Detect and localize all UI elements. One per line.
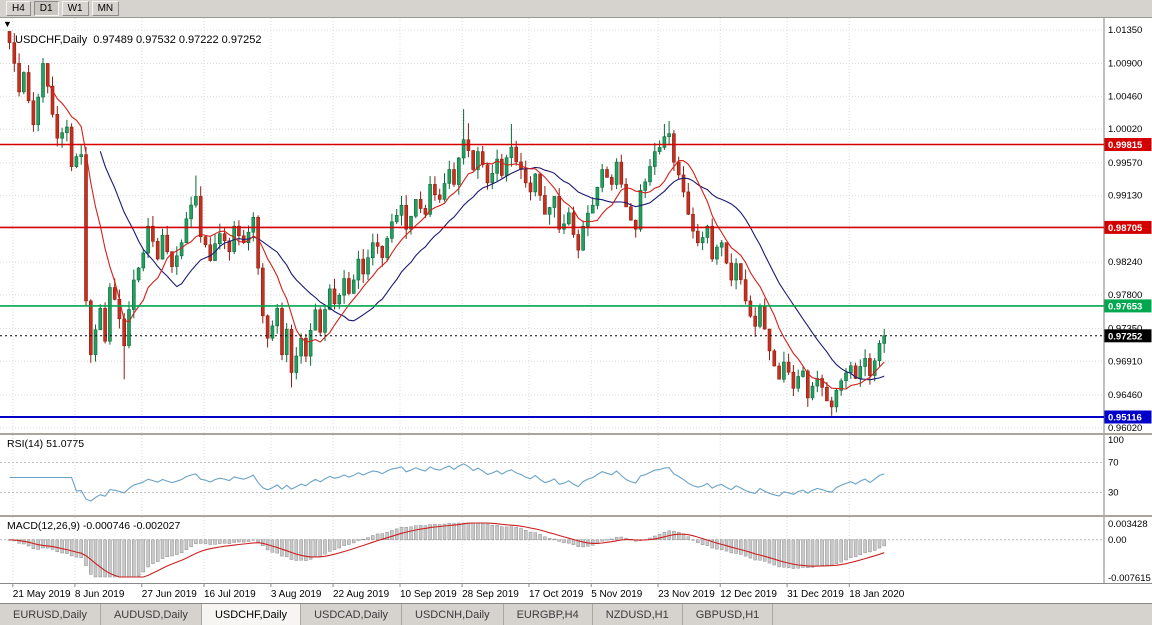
chart-tab-gbpusd[interactable]: GBPUSD,H1: [683, 604, 774, 625]
svg-text:16 Jul 2019: 16 Jul 2019: [204, 589, 256, 600]
svg-text:70: 70: [1108, 458, 1119, 469]
panel-splitter[interactable]: [0, 515, 1152, 517]
svg-text:0.97800: 0.97800: [1108, 290, 1142, 301]
macd-panel[interactable]: 0.003428 0.00 -0.007615 MACD(12,26,9) -0.0…: [0, 517, 1152, 583]
svg-text:30: 30: [1108, 488, 1119, 499]
chart-tab-eurusd[interactable]: EURUSD,Daily: [0, 604, 101, 625]
svg-text:0.96460: 0.96460: [1108, 390, 1142, 401]
svg-text:0.003428: 0.003428: [1108, 519, 1148, 530]
rsi-canvas[interactable]: 100 70 30: [0, 435, 1152, 515]
price-chart-canvas[interactable]: 1.01350 1.00900 1.00460 1.00020 0.99570 0.991…: [0, 18, 1152, 433]
chart-title: USDCHF,Daily 0.97489 0.97532 0.97222 0.9…: [15, 34, 262, 46]
svg-text:23 Nov 2019: 23 Nov 2019: [658, 589, 715, 600]
chart-tabs-bar: EURUSD,Daily AUDUSD,Daily USDCHF,Daily U…: [0, 603, 1152, 625]
svg-text:1.00900: 1.00900: [1108, 59, 1142, 70]
svg-text:-0.007615: -0.007615: [1108, 573, 1151, 583]
svg-text:0.99570: 0.99570: [1108, 158, 1142, 169]
timeframe-button-mn[interactable]: MN: [91, 1, 120, 16]
svg-text:100: 100: [1108, 435, 1124, 446]
svg-text:22 Aug 2019: 22 Aug 2019: [333, 589, 390, 600]
svg-text:31 Dec 2019: 31 Dec 2019: [787, 589, 844, 600]
svg-text:0.98240: 0.98240: [1108, 257, 1142, 268]
svg-text:0.98705: 0.98705: [1108, 223, 1143, 234]
svg-text:12 Dec 2019: 12 Dec 2019: [720, 589, 777, 600]
svg-text:17 Oct 2019: 17 Oct 2019: [529, 589, 584, 600]
panel-splitter[interactable]: [0, 433, 1152, 435]
svg-text:21 May 2019: 21 May 2019: [13, 589, 71, 600]
svg-text:10 Sep 2019: 10 Sep 2019: [400, 589, 457, 600]
svg-text:0.99815: 0.99815: [1108, 140, 1143, 151]
svg-text:0.00: 0.00: [1108, 535, 1127, 546]
rsi-panel[interactable]: 100 70 30 RSI(14) 51.0775: [0, 435, 1152, 515]
svg-text:28 Sep 2019: 28 Sep 2019: [462, 589, 519, 600]
svg-text:0.97252: 0.97252: [1108, 331, 1142, 342]
chart-tab-usdchf[interactable]: USDCHF,Daily: [201, 604, 302, 625]
svg-text:0.96910: 0.96910: [1108, 356, 1142, 367]
svg-text:8 Jun 2019: 8 Jun 2019: [75, 589, 125, 600]
macd-canvas[interactable]: 0.003428 0.00 -0.007615: [0, 517, 1152, 583]
svg-text:1.00020: 1.00020: [1108, 124, 1142, 135]
chart-tab-usdcad[interactable]: USDCAD,Daily: [301, 604, 403, 625]
svg-text:5 Nov 2019: 5 Nov 2019: [591, 589, 643, 600]
price-chart-panel[interactable]: 1.01350 1.00900 1.00460 1.00020 0.99570 0.991…: [0, 18, 1152, 433]
chart-tab-eurgbp[interactable]: EURGBP,H4: [504, 604, 593, 625]
svg-text:18 Jan 2020: 18 Jan 2020: [849, 589, 904, 600]
svg-text:1.00460: 1.00460: [1108, 91, 1142, 102]
timeframe-button-w1[interactable]: W1: [61, 1, 89, 16]
timeframe-toolbar: H4 D1 W1 MN: [0, 0, 1152, 18]
svg-text:3 Aug 2019: 3 Aug 2019: [271, 589, 322, 600]
timeframe-button-d1[interactable]: D1: [33, 1, 59, 16]
chart-tab-nzdusd[interactable]: NZDUSD,H1: [593, 604, 683, 625]
svg-text:0.97653: 0.97653: [1108, 301, 1142, 312]
svg-text:1.01350: 1.01350: [1108, 25, 1142, 36]
svg-text:27 Jun 2019: 27 Jun 2019: [142, 589, 197, 600]
rsi-label: RSI(14) 51.0775: [7, 438, 85, 450]
chart-tab-usdcnh[interactable]: USDCNH,Daily: [402, 604, 504, 625]
tabbar-filler: [773, 604, 1152, 625]
chart-tab-audusd[interactable]: AUDUSD,Daily: [101, 604, 202, 625]
time-axis[interactable]: 21 May 2019 8 Jun 2019 27 Jun 2019 16 Jul 2…: [0, 583, 1152, 603]
symbol-dropdown-icon[interactable]: ▼: [3, 19, 12, 29]
time-axis-canvas: 21 May 2019 8 Jun 2019 27 Jun 2019 16 Jul 2…: [0, 584, 1152, 603]
svg-text:0.96020: 0.96020: [1108, 423, 1142, 433]
svg-text:0.97350: 0.97350: [1108, 324, 1142, 335]
macd-label: MACD(12,26,9) -0.000746 -0.002027: [7, 520, 181, 532]
svg-text:0.95116: 0.95116: [1108, 413, 1142, 424]
timeframe-button-h4[interactable]: H4: [6, 1, 31, 16]
svg-text:0.99130: 0.99130: [1108, 191, 1142, 202]
